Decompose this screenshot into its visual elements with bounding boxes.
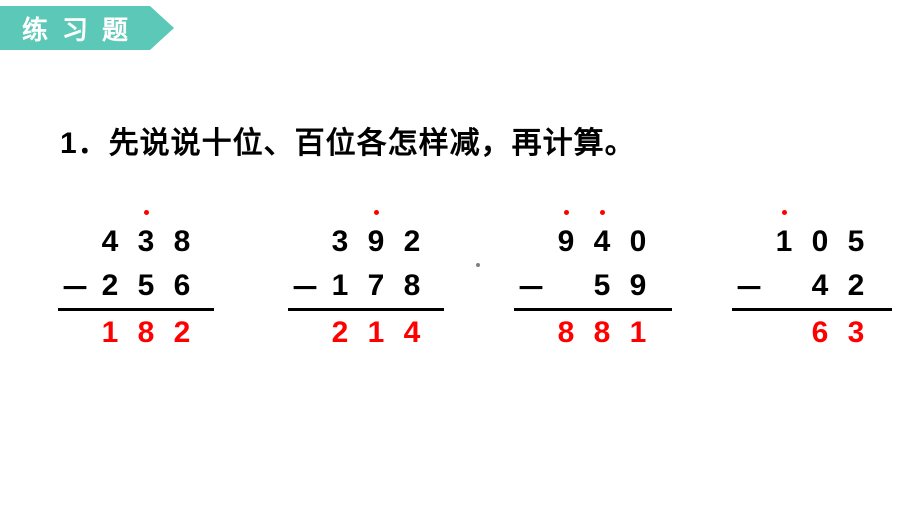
subtrahend-row: －178 bbox=[288, 264, 514, 308]
section-tab-arrow-icon bbox=[150, 6, 174, 50]
subtraction-problem: 392－178214 bbox=[288, 220, 514, 355]
digit: 8 bbox=[394, 269, 430, 303]
digit: 2 bbox=[394, 225, 430, 259]
digit: 0 bbox=[620, 225, 656, 259]
digit: 3 bbox=[128, 225, 164, 259]
subtraction-problem: 438－256182 bbox=[58, 220, 288, 355]
borrow-dot-icon bbox=[600, 210, 605, 215]
digit: 0 bbox=[802, 225, 838, 259]
digit: 4 bbox=[584, 225, 620, 259]
result-row: 63 bbox=[732, 311, 920, 355]
question-text: 1．先说说十位、百位各怎样减，再计算。 bbox=[60, 118, 636, 162]
digit: 5 bbox=[128, 269, 164, 303]
question-number: 1． bbox=[60, 127, 109, 160]
digit: 6 bbox=[164, 269, 200, 303]
minuend-row: 940 bbox=[514, 220, 732, 264]
digit: 2 bbox=[92, 269, 128, 303]
digit: 4 bbox=[802, 269, 838, 303]
answer-digit: 8 bbox=[128, 316, 164, 350]
subtraction-problem: 940－59881 bbox=[514, 220, 732, 355]
digit: 9 bbox=[620, 269, 656, 303]
minus-sign: － bbox=[58, 264, 92, 308]
question-body: 先说说十位、百位各怎样减，再计算。 bbox=[109, 127, 636, 160]
section-tab-label: 练习题 bbox=[0, 6, 150, 50]
borrow-dot-icon bbox=[374, 210, 379, 215]
minuend-row: 438 bbox=[58, 220, 288, 264]
section-tab: 练习题 bbox=[0, 6, 174, 50]
digit: 7 bbox=[358, 269, 394, 303]
subtrahend-row: － 59 bbox=[514, 264, 732, 308]
minus-sign: － bbox=[732, 264, 766, 308]
minus-sign: － bbox=[514, 264, 548, 308]
answer-digit: 2 bbox=[322, 316, 358, 350]
minus-sign: － bbox=[288, 264, 322, 308]
digit: 3 bbox=[322, 225, 358, 259]
answer-digit: 1 bbox=[92, 316, 128, 350]
answer-digit: 2 bbox=[164, 316, 200, 350]
result-row: 881 bbox=[514, 311, 732, 355]
answer-digit: 8 bbox=[584, 316, 620, 350]
minuend-row: 392 bbox=[288, 220, 514, 264]
answer-digit: 6 bbox=[802, 316, 838, 350]
result-row: 214 bbox=[288, 311, 514, 355]
digit: 2 bbox=[838, 269, 874, 303]
minuend-row: 105 bbox=[732, 220, 920, 264]
answer-digit: 1 bbox=[358, 316, 394, 350]
answer-digit: 8 bbox=[548, 316, 584, 350]
digit: 9 bbox=[358, 225, 394, 259]
problems-container: 438－256182392－178214940－59881105－4263 bbox=[58, 220, 920, 355]
subtrahend-row: － 42 bbox=[732, 264, 920, 308]
digit: 9 bbox=[548, 225, 584, 259]
digit: 8 bbox=[164, 225, 200, 259]
answer-digit: 1 bbox=[620, 316, 656, 350]
borrow-dot-icon bbox=[564, 210, 569, 215]
digit: 5 bbox=[584, 269, 620, 303]
digit: 1 bbox=[322, 269, 358, 303]
answer-digit: 3 bbox=[838, 316, 874, 350]
borrow-dot-icon bbox=[144, 210, 149, 215]
digit: 5 bbox=[838, 225, 874, 259]
digit: 4 bbox=[92, 225, 128, 259]
answer-digit: 4 bbox=[394, 316, 430, 350]
result-row: 182 bbox=[58, 311, 288, 355]
digit: 1 bbox=[766, 225, 802, 259]
subtrahend-row: －256 bbox=[58, 264, 288, 308]
subtraction-problem: 105－4263 bbox=[732, 220, 920, 355]
borrow-dot-icon bbox=[782, 210, 787, 215]
